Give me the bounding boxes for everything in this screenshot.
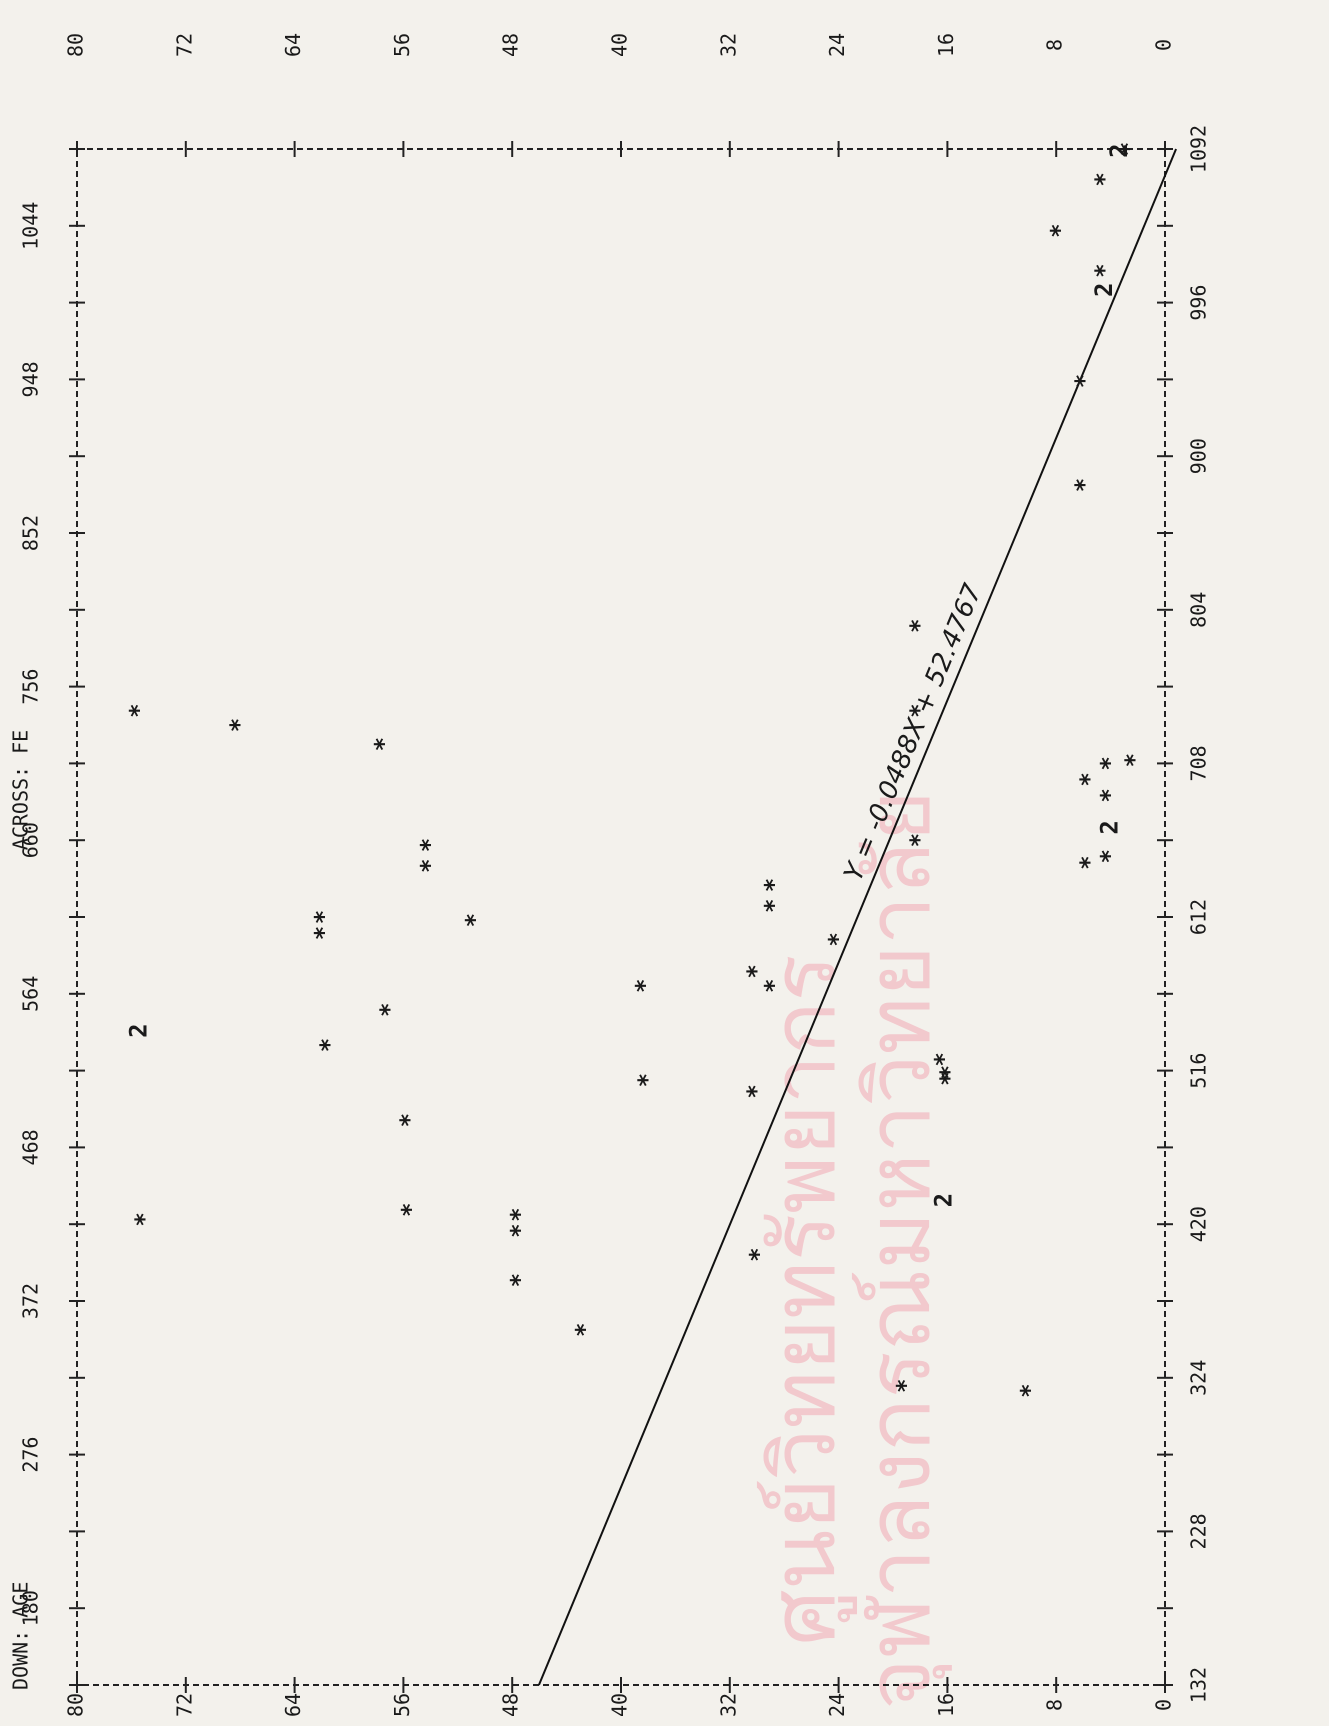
y-tick-label: 56: [390, 1693, 414, 1717]
point: *: [505, 1207, 533, 1221]
point: *: [1070, 374, 1098, 388]
plot-frame: [77, 149, 1165, 1685]
point: *: [892, 1379, 920, 1393]
point: *: [905, 619, 933, 633]
point: *: [760, 979, 788, 993]
point: *: [310, 910, 338, 924]
x-tick-label: 852: [19, 515, 43, 551]
x-tick-label: 708: [1187, 745, 1211, 781]
point: *: [1075, 855, 1103, 869]
y-tick-label: 0: [1152, 1699, 1176, 1711]
point: *: [1120, 753, 1148, 767]
watermark: จุฬาลงกรณ์มหาวิทยาลัย: [847, 790, 952, 1710]
point: *: [935, 1071, 963, 1085]
x-tick-label: 756: [19, 669, 43, 705]
y-tick-label: 80: [64, 1693, 88, 1717]
point: *: [1070, 478, 1098, 492]
x-tick-label: 1044: [19, 202, 43, 250]
x-tick-label: 276: [19, 1437, 43, 1473]
point: *: [760, 899, 788, 913]
point: *: [369, 737, 397, 751]
x-tick-label: 324: [1187, 1360, 1211, 1396]
y-tick-label: 24: [825, 33, 849, 57]
y-tick-label: 16: [934, 33, 958, 57]
point: *: [225, 718, 253, 732]
point: *: [1075, 772, 1103, 786]
y-tick-label: 40: [608, 1693, 632, 1717]
point: *: [397, 1203, 425, 1217]
point: 2: [1096, 820, 1124, 834]
y-tick-label: 72: [172, 1693, 196, 1717]
point: *: [905, 833, 933, 847]
point: *: [742, 1084, 770, 1098]
point: *: [505, 1273, 533, 1287]
point: 2: [930, 1193, 958, 1207]
point: *: [760, 878, 788, 892]
point: *: [1015, 1383, 1043, 1397]
point: *: [125, 703, 153, 717]
point: *: [1090, 263, 1118, 277]
y-tick-label: 48: [499, 1693, 523, 1717]
point: *: [742, 964, 770, 978]
x-tick-label: 660: [19, 822, 43, 858]
point: 2: [125, 1023, 153, 1037]
point: *: [571, 1323, 599, 1337]
x-tick-label: 228: [1187, 1513, 1211, 1549]
point: *: [505, 1223, 533, 1237]
x-tick-label: 1092: [1187, 125, 1211, 173]
y-tick-label: 80: [64, 33, 88, 57]
point: *: [375, 1003, 403, 1017]
point: *: [824, 932, 852, 946]
y-tick-label: 0: [1152, 39, 1176, 51]
y-tick-label: 48: [499, 33, 523, 57]
point: *: [633, 1073, 661, 1087]
x-tick-label: 516: [1187, 1053, 1211, 1089]
y-tick-label: 64: [281, 33, 305, 57]
chart: ศูนย์วิทยทรัพยากร จุฬาลงกรณ์มหาวิทยาลัย …: [0, 0, 1329, 1726]
y-tick-label: 16: [934, 1693, 958, 1717]
x-tick-label: 180: [19, 1590, 43, 1626]
x-tick-label: 420: [1187, 1206, 1211, 1242]
point: *: [416, 838, 444, 852]
point: *: [745, 1247, 773, 1261]
y-tick-label: 24: [825, 1693, 849, 1717]
y-tick-label: 56: [390, 33, 414, 57]
y-tick-label: 72: [172, 33, 196, 57]
point: *: [1045, 223, 1073, 237]
y-tick-label: 8: [1043, 1699, 1067, 1711]
point: *: [130, 1212, 158, 1226]
x-tick-label: 372: [19, 1283, 43, 1319]
y-tick-label: 40: [608, 33, 632, 57]
y-tick-label: 8: [1043, 39, 1067, 51]
point: *: [315, 1038, 343, 1052]
point: *: [1096, 788, 1124, 802]
point: *: [1090, 172, 1118, 186]
x-tick-label: 996: [1187, 285, 1211, 321]
y-tick-label: 32: [716, 1693, 740, 1717]
y-tick-label: 32: [716, 33, 740, 57]
x-tick-label: 564: [19, 976, 43, 1012]
point: 2: [1090, 283, 1118, 297]
x-tick-label: 468: [19, 1129, 43, 1165]
x-tick-label: 900: [1187, 438, 1211, 474]
x-tick-label: 948: [19, 361, 43, 397]
x-tick-label: 132: [1187, 1667, 1211, 1703]
point: *: [395, 1113, 423, 1127]
point: *: [930, 1052, 958, 1066]
point: *: [1115, 142, 1143, 156]
x-tick-label: 612: [1187, 899, 1211, 935]
y-tick-label: 64: [281, 1693, 305, 1717]
point: *: [416, 859, 444, 873]
x-tick-label: 804: [1187, 592, 1211, 628]
point: *: [905, 703, 933, 717]
watermark: ศูนย์วิทยทรัพยากร: [752, 954, 857, 1645]
point: *: [310, 926, 338, 940]
point: *: [460, 913, 488, 927]
point: *: [630, 979, 658, 993]
